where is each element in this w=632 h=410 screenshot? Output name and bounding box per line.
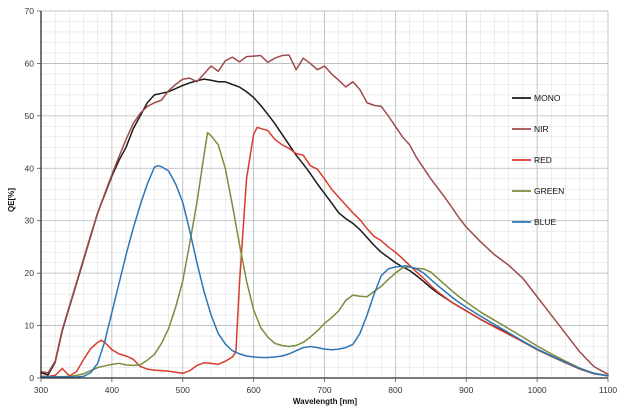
x-tick-label: 400 [105, 385, 119, 395]
x-tick-label: 600 [247, 385, 261, 395]
y-tick-label: 0 [29, 373, 34, 383]
series-line-nir [40, 54, 609, 376]
series-line-blue [40, 164, 609, 378]
y-tick-label: 50 [25, 111, 35, 121]
y-tick-label: 10 [25, 321, 35, 331]
legend-item-nir[interactable]: NIR [512, 124, 549, 134]
legend-item-green[interactable]: GREEN [512, 186, 564, 196]
series-line-red [40, 126, 609, 378]
x-tick-label: 800 [388, 385, 402, 395]
x-tick-label: 500 [176, 385, 190, 395]
legend-label: RED [534, 155, 552, 165]
y-tick-label: 60 [25, 58, 35, 68]
legend-label: NIR [534, 124, 549, 134]
legend-item-blue[interactable]: BLUE [512, 217, 557, 227]
x-tick-label: 1000 [528, 385, 547, 395]
x-tick-label: 900 [459, 385, 473, 395]
x-axis-title: Wavelength [nm] [293, 397, 357, 406]
x-tick-label: 700 [317, 385, 331, 395]
legend-item-red[interactable]: RED [512, 155, 552, 165]
y-tick-label: 20 [25, 268, 35, 278]
chart-legend: MONO NIR RED GREEN BLUE [512, 93, 564, 227]
tick-labels: 300 400 500 600 700 800 900 1000 1100 0 10 20 30 40 50… [25, 6, 618, 395]
series-lines [40, 54, 609, 378]
series-line-green [40, 131, 609, 378]
legend-label: BLUE [534, 217, 557, 227]
legend-label: GREEN [534, 186, 564, 196]
y-tick-label: 40 [25, 163, 35, 173]
x-tick-label: 300 [34, 385, 48, 395]
x-tick-label: 1100 [599, 385, 618, 395]
y-axis-title: QE[%] [7, 188, 16, 212]
y-tick-label: 30 [25, 216, 35, 226]
legend-label: MONO [534, 93, 561, 103]
legend-item-mono[interactable]: MONO [512, 93, 561, 103]
y-tick-label: 70 [25, 6, 35, 16]
